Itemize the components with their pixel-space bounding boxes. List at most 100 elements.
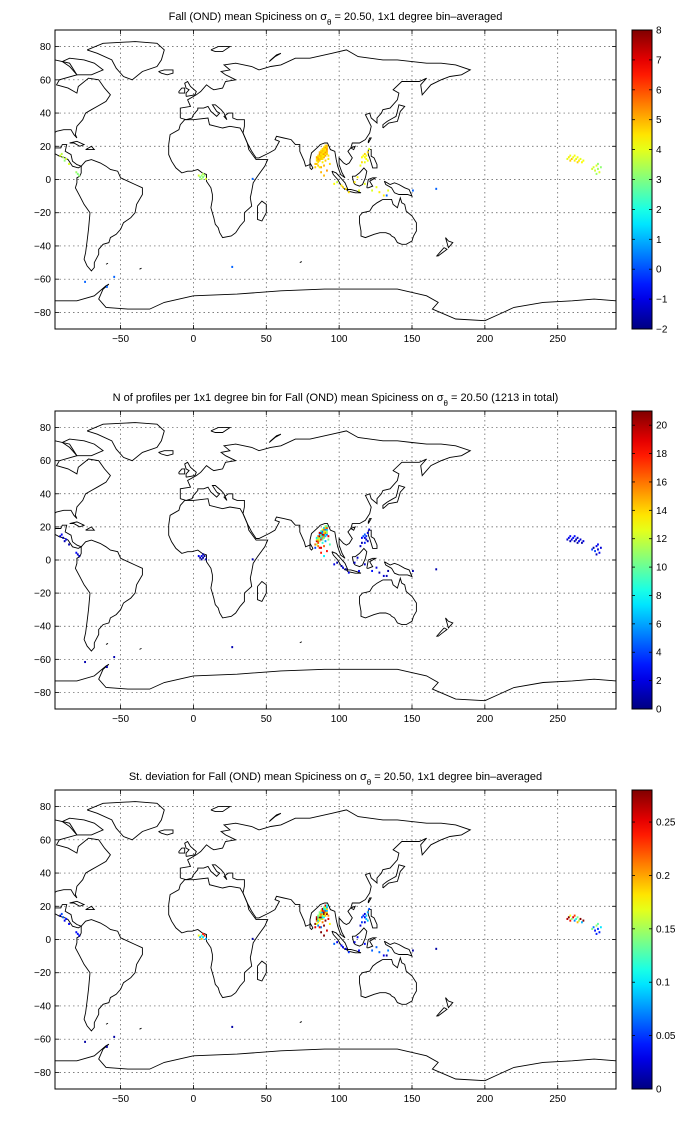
data-cell xyxy=(573,535,576,538)
data-cell xyxy=(326,550,328,553)
data-cell xyxy=(591,548,594,551)
data-cell xyxy=(326,144,328,147)
data-cell xyxy=(323,152,325,155)
data-cell xyxy=(321,157,324,160)
data-cell xyxy=(572,156,575,159)
data-cell xyxy=(317,538,320,541)
data-cell xyxy=(197,174,200,177)
data-cell xyxy=(231,646,234,649)
colorbar-tick-label: −2 xyxy=(656,325,668,336)
data-cell xyxy=(62,536,65,539)
data-cell xyxy=(315,917,318,920)
data-cell xyxy=(578,540,580,543)
data-cell xyxy=(575,917,578,920)
data-cell xyxy=(321,530,324,533)
data-cell xyxy=(591,167,594,170)
map-panel-3: St. deviation for Fall (OND) mean Spicin… xyxy=(34,771,676,1105)
colorbar-tick-label: 0.25 xyxy=(656,818,676,829)
data-cell xyxy=(366,531,369,534)
data-cell xyxy=(321,156,324,159)
data-cell xyxy=(569,535,572,538)
data-cell xyxy=(324,530,327,533)
data-cell xyxy=(318,916,321,919)
data-cell xyxy=(569,154,572,157)
x-tick-label: 200 xyxy=(477,334,494,345)
data-cell xyxy=(202,556,204,559)
data-cell xyxy=(320,535,323,538)
data-cell xyxy=(573,159,576,162)
data-cell xyxy=(326,929,328,932)
x-tick-label: 150 xyxy=(404,334,421,345)
data-cell xyxy=(597,162,599,165)
data-cell xyxy=(323,531,325,534)
data-cell xyxy=(318,151,321,154)
data-cell xyxy=(594,929,596,932)
data-cell xyxy=(567,536,570,539)
data-cell xyxy=(595,164,598,167)
data-cell xyxy=(572,916,575,919)
data-cell xyxy=(598,171,601,174)
data-cell xyxy=(200,555,203,558)
data-cell xyxy=(324,919,327,922)
data-cell xyxy=(579,917,582,920)
colorbar-tick-label: 4 xyxy=(656,145,662,156)
data-cell xyxy=(315,536,318,539)
data-cell xyxy=(595,545,598,548)
data-cell xyxy=(328,922,331,925)
x-tick-label: 250 xyxy=(549,714,566,725)
data-cell xyxy=(382,574,385,577)
data-cell xyxy=(362,535,365,538)
data-cell xyxy=(326,528,328,531)
x-tick-label: 50 xyxy=(261,334,273,345)
colorbar-tick-label: 0.2 xyxy=(656,871,670,882)
x-tick-label: 100 xyxy=(331,334,348,345)
colorbar-tick-label: 0.15 xyxy=(656,924,676,935)
data-cell xyxy=(68,162,70,165)
data-cell xyxy=(361,156,363,159)
data-cell xyxy=(324,904,327,907)
data-cell xyxy=(347,571,350,574)
data-cell xyxy=(342,566,344,569)
data-cell xyxy=(76,553,79,556)
data-cell xyxy=(75,171,78,174)
data-cell xyxy=(321,921,324,924)
data-cell xyxy=(65,157,68,160)
colorbar-tick-label: 12 xyxy=(656,534,668,545)
data-cell xyxy=(231,265,234,268)
data-cell xyxy=(323,146,325,149)
data-cell xyxy=(576,541,579,544)
data-cell xyxy=(318,533,321,536)
data-cell xyxy=(320,546,323,549)
data-cell xyxy=(63,159,66,162)
data-cell xyxy=(323,545,325,548)
data-cell xyxy=(321,917,324,920)
data-cell xyxy=(576,916,579,919)
data-cell xyxy=(324,914,327,917)
data-cell xyxy=(320,166,323,169)
data-cell xyxy=(323,911,325,914)
data-cell xyxy=(315,162,318,165)
data-cell xyxy=(365,157,368,160)
data-cell xyxy=(371,189,374,192)
data-cell xyxy=(202,172,204,175)
data-cell xyxy=(328,543,331,546)
data-cell xyxy=(566,538,569,541)
data-cell xyxy=(323,151,325,154)
data-cell xyxy=(382,954,385,957)
data-cell xyxy=(582,159,585,162)
data-cell xyxy=(314,166,317,169)
data-cell xyxy=(581,921,583,924)
data-cell xyxy=(318,154,321,157)
data-cell xyxy=(371,949,374,952)
data-cell xyxy=(599,166,602,169)
data-cell xyxy=(321,907,324,911)
data-cell xyxy=(356,176,359,179)
y-tick-label: 20 xyxy=(40,142,52,153)
data-cell xyxy=(84,280,86,283)
colorbar-tick-label: 6 xyxy=(656,619,662,630)
data-cell xyxy=(251,937,254,940)
data-cell xyxy=(324,909,327,912)
data-cell xyxy=(323,536,325,539)
data-cell xyxy=(314,546,317,549)
data-cell xyxy=(314,543,317,546)
